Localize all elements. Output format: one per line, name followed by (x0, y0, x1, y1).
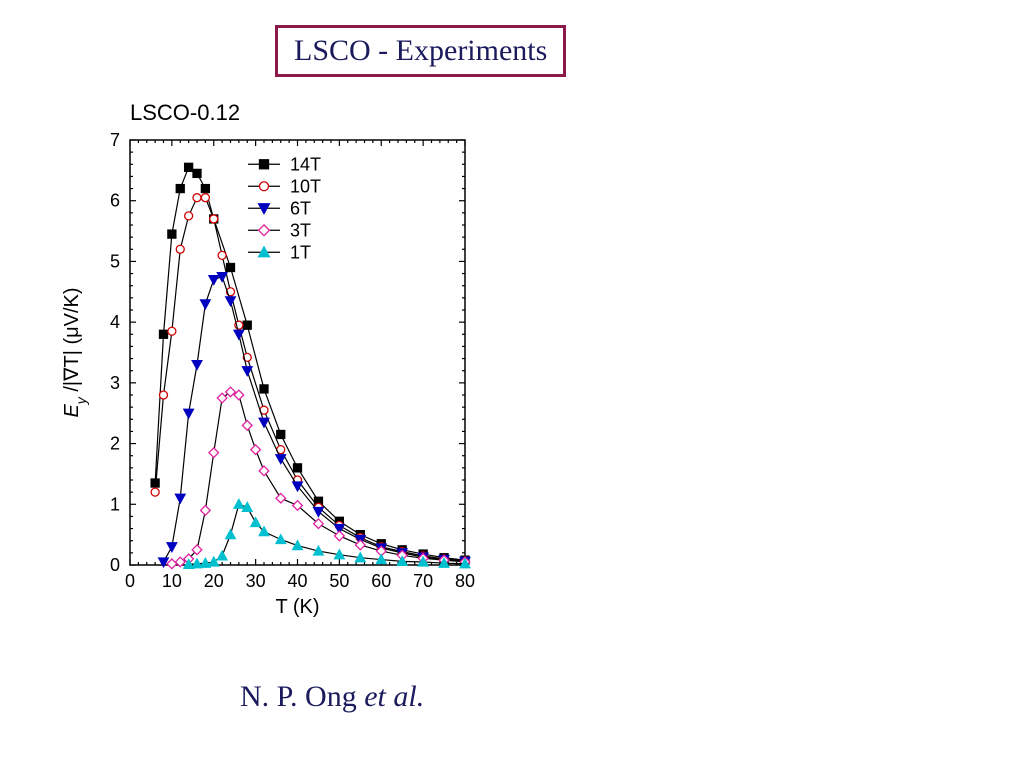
svg-text:40: 40 (287, 571, 307, 591)
chart-svg: 0 10 20 30 40 50 60 70 80 0 1 2 3 4 5 6 7 T (K) Ey /|∇T| (… (60, 125, 480, 625)
svg-text:1: 1 (110, 494, 120, 514)
svg-text:50: 50 (329, 571, 349, 591)
citation-etal: et al. (364, 680, 424, 713)
svg-text:7: 7 (110, 130, 120, 150)
svg-text:6: 6 (110, 191, 120, 211)
svg-text:80: 80 (455, 571, 475, 591)
citation: N. P. Ong et al. (240, 680, 424, 714)
series-line-6T (164, 277, 466, 562)
page-title-box: LSCO - Experiments (275, 25, 566, 77)
svg-text:70: 70 (413, 571, 433, 591)
legend-label: 10T (290, 176, 321, 196)
legend-label: 6T (290, 198, 311, 218)
chart-title: LSCO-0.12 (130, 100, 240, 126)
series-line-3T (172, 392, 465, 564)
svg-text:T (K): T (K) (275, 596, 319, 618)
svg-text:60: 60 (371, 571, 391, 591)
legend-label: 3T (290, 220, 311, 240)
svg-text:2: 2 (110, 434, 120, 454)
svg-text:5: 5 (110, 251, 120, 271)
citation-author: N. P. Ong (240, 680, 364, 713)
chart-container: LSCO-0.12 0 10 20 30 40 50 60 70 80 0 1 2 3 4 5 6 7 T (K)… (60, 100, 480, 640)
page-title: LSCO - Experiments (294, 34, 547, 67)
svg-text:20: 20 (204, 571, 224, 591)
svg-text:4: 4 (110, 312, 120, 332)
legend-label: 14T (290, 154, 321, 174)
svg-text:10: 10 (162, 571, 182, 591)
svg-text:3: 3 (110, 373, 120, 393)
svg-text:Ey /|∇T| (μV/K): Ey /|∇T| (μV/K) (61, 287, 89, 417)
svg-text:0: 0 (125, 571, 135, 591)
legend-label: 1T (290, 242, 311, 262)
svg-text:30: 30 (246, 571, 266, 591)
svg-text:0: 0 (110, 555, 120, 575)
